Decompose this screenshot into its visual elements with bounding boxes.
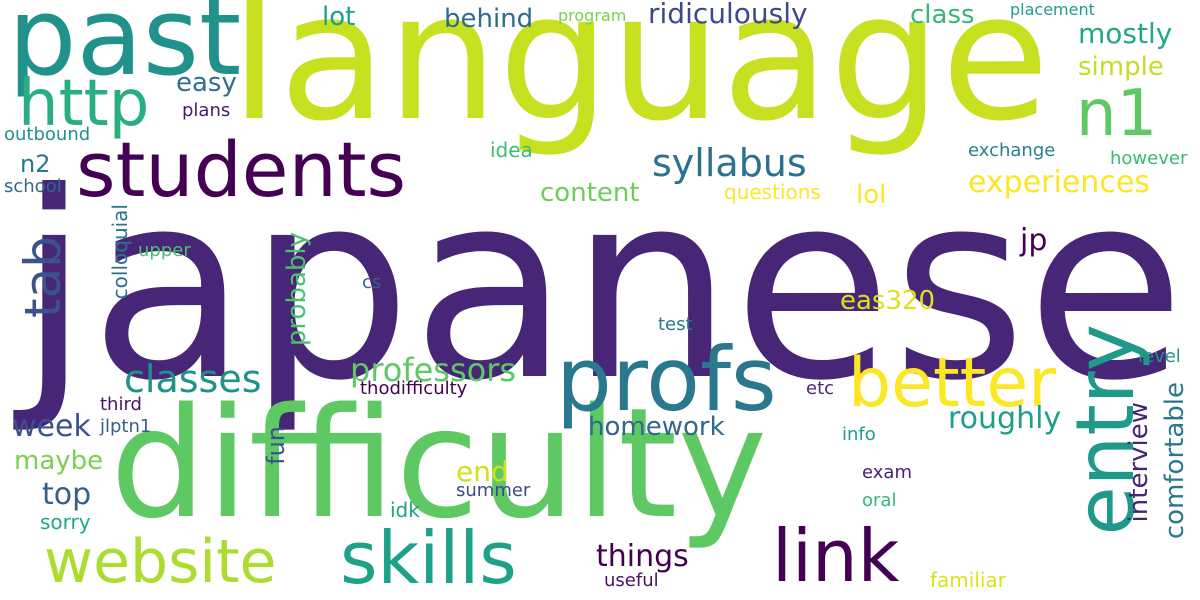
- word-colloquial: colloquial: [108, 204, 132, 300]
- word-students: students: [76, 125, 407, 214]
- word-week: week: [12, 409, 91, 444]
- word-exam: exam: [862, 462, 912, 483]
- word-upper: upper: [138, 240, 191, 261]
- word-behind: behind: [444, 4, 534, 34]
- word-familiar: familiar: [930, 568, 1006, 592]
- word-thodifficulty: thodifficulty: [360, 378, 468, 399]
- word-info: info: [842, 424, 876, 445]
- word-class: class: [910, 0, 975, 30]
- word-etc: etc: [806, 378, 835, 399]
- word-professors: professors: [350, 351, 517, 389]
- word-exchange: exchange: [968, 140, 1056, 161]
- word-cs: cs: [362, 272, 382, 293]
- word-school: school: [4, 176, 62, 197]
- word-jp: jp: [1020, 223, 1048, 258]
- word-lot: lot: [322, 2, 356, 32]
- word-japanese: japanese: [18, 137, 1186, 437]
- word-experiences: experiences: [968, 165, 1150, 200]
- word-n2: n2: [20, 150, 51, 178]
- word-sorry: sorry: [40, 510, 91, 534]
- word-level: level: [1138, 346, 1181, 367]
- word-classes: classes: [124, 357, 262, 401]
- word-ridiculously: ridiculously: [648, 0, 808, 30]
- word-eas320: eas320: [840, 286, 936, 316]
- word-top: top: [42, 477, 92, 512]
- word-third: third: [100, 394, 142, 415]
- word-questions: questions: [724, 180, 821, 204]
- word-test: test: [658, 314, 693, 335]
- word-placement: placement: [1010, 0, 1095, 19]
- word-outbound: outbound: [4, 124, 91, 145]
- word-mostly: mostly: [1078, 17, 1173, 50]
- word-end: end: [456, 455, 509, 488]
- word-homework: homework: [588, 412, 725, 442]
- word-past: past: [8, 0, 242, 100]
- word-plans: plans: [182, 100, 231, 121]
- word-simple: simple: [1078, 52, 1164, 82]
- word-lol: lol: [856, 180, 887, 210]
- word-useful: useful: [604, 570, 659, 591]
- word-fun: fun: [262, 426, 290, 465]
- word-content: content: [540, 178, 640, 208]
- word-tab: tab: [14, 236, 72, 318]
- word-oral: oral: [862, 490, 897, 511]
- word-n1: n1: [1076, 77, 1158, 151]
- word-roughly: roughly: [948, 401, 1062, 436]
- word-link: link: [772, 514, 900, 598]
- word-website: website: [44, 527, 277, 597]
- word-idk: idk: [390, 498, 420, 522]
- word-better: better: [848, 344, 1057, 423]
- word-interview: interview: [1124, 402, 1154, 523]
- word-http: http: [18, 67, 150, 141]
- word-program: program: [558, 6, 627, 25]
- word-easy: easy: [176, 68, 237, 98]
- word-jlptn1: jlptn1: [100, 416, 152, 437]
- word-probably: probably: [282, 232, 312, 347]
- word-profs: profs: [556, 328, 777, 431]
- word-summer: summer: [456, 480, 531, 501]
- word-comfortable: comfortable: [1160, 382, 1190, 540]
- word-maybe: maybe: [14, 446, 104, 476]
- word-however: however: [1110, 148, 1188, 169]
- word-difficulty: difficulty: [110, 375, 768, 552]
- word-syllabus: syllabus: [652, 141, 807, 185]
- word-language: language: [230, 0, 1050, 160]
- word-skills: skills: [340, 516, 517, 600]
- word-idea: idea: [490, 138, 533, 162]
- word-things: things: [596, 539, 689, 574]
